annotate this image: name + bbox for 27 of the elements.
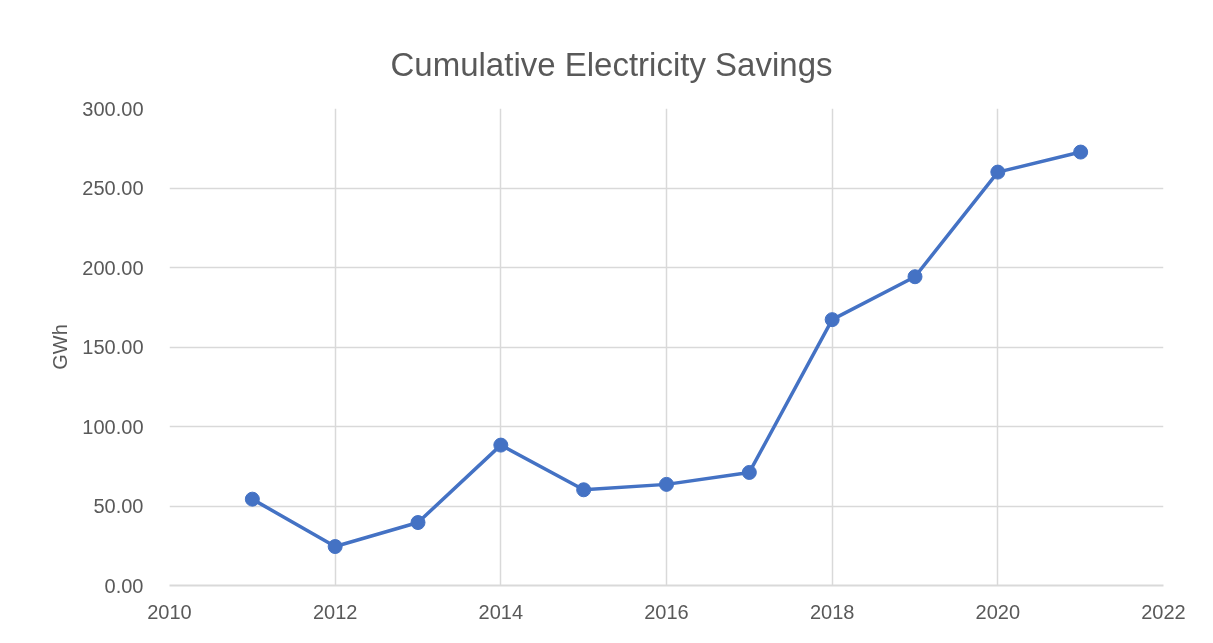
y-tick-label: 300.00 xyxy=(82,97,144,120)
y-tick-label: 50.00 xyxy=(93,495,144,517)
y-tick-label: 150.00 xyxy=(82,336,144,358)
point xyxy=(741,464,757,480)
point xyxy=(244,491,260,507)
point xyxy=(659,476,674,492)
point xyxy=(1073,144,1089,160)
point xyxy=(493,437,509,453)
y-tick-label: 100.00 xyxy=(82,415,144,438)
y-tick-label: 200.00 xyxy=(82,256,144,279)
x-tick-label: 2012 xyxy=(312,600,358,623)
point xyxy=(990,164,1006,180)
point xyxy=(327,539,343,555)
point xyxy=(907,269,923,285)
x-tick-label: 2016 xyxy=(644,600,689,623)
x-tick-label: 2022 xyxy=(1141,600,1186,623)
x-tick-label: 2018 xyxy=(809,600,855,623)
x-tick-label: 2014 xyxy=(478,600,524,623)
point xyxy=(576,482,592,498)
y-tick-label: 250.00 xyxy=(82,177,144,199)
x-tick-label: 2020 xyxy=(975,600,1021,623)
x-tick-label: 2010 xyxy=(147,600,192,623)
y-axis-title: GWh xyxy=(49,324,72,370)
chart-title: Cumulative Electricity Savings xyxy=(390,45,833,83)
point xyxy=(410,515,426,531)
point xyxy=(824,312,840,328)
y-tick-label: 0.00 xyxy=(104,574,144,597)
